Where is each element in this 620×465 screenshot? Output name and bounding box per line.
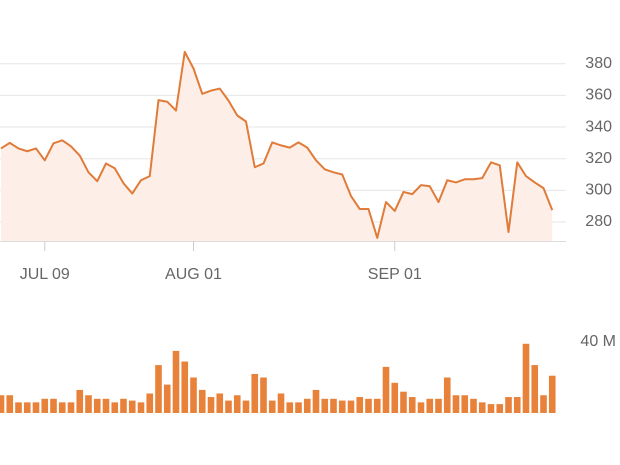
volume-bar [435, 398, 442, 413]
volume-bar [338, 400, 346, 413]
y-tick-label: 380 [585, 55, 612, 72]
volume-bar [417, 402, 425, 413]
volume-bar [260, 377, 267, 413]
volume-bar [181, 361, 189, 413]
volume-bar [163, 384, 171, 413]
x-tick-label: SEP 01 [368, 266, 422, 283]
y-tick-label: 360 [585, 87, 612, 104]
volume-bar [487, 404, 495, 413]
volume-bar [330, 398, 337, 413]
volume-bar [216, 393, 224, 413]
volume-bar [347, 400, 355, 413]
volume-bar [400, 391, 407, 413]
volume-bar [146, 393, 154, 413]
y-tick-label: 40 M [580, 333, 616, 350]
volume-bar [391, 382, 399, 413]
volume-bar [522, 343, 530, 413]
volume-bar [137, 402, 145, 413]
volume-bar [50, 398, 57, 413]
volume-bar [365, 398, 372, 413]
volume-bar [32, 402, 40, 413]
volume-bar [461, 395, 469, 413]
volume-bar [242, 400, 250, 413]
volume-bar [120, 398, 127, 413]
volume-bar [540, 395, 547, 413]
volume-bar [277, 393, 285, 413]
volume-bar [478, 402, 486, 413]
volume-bar [111, 402, 119, 413]
volume-bar [172, 350, 180, 413]
volume-bar [85, 395, 92, 413]
volume-bar [93, 398, 101, 413]
volume-bar [531, 365, 539, 413]
volume-bar [505, 397, 512, 413]
volume-bar [41, 398, 49, 413]
x-tick-label: AUG 01 [165, 266, 222, 283]
volume-bar [233, 395, 241, 413]
volume-bar [76, 389, 84, 413]
volume-bar [6, 395, 14, 413]
price-line [0, 50, 554, 239]
volume-bar [373, 398, 381, 413]
volume-bar [225, 400, 232, 413]
volume-bar [452, 395, 460, 413]
volume-bar [496, 404, 504, 413]
volume-bar [268, 400, 276, 413]
volume-bar [408, 397, 416, 413]
volume-bar [382, 366, 390, 413]
volume-bar [23, 402, 31, 413]
volume-bar [198, 389, 206, 413]
volume-bar [321, 398, 329, 413]
volume-bar [356, 397, 364, 413]
volume-bar [548, 375, 556, 413]
volume-bar [470, 398, 477, 413]
volume-bar [443, 377, 451, 413]
volume-bar [251, 373, 259, 413]
volume-bar [513, 397, 521, 413]
volume-bar [128, 400, 136, 413]
volume-bar [207, 397, 215, 413]
volume-bar [426, 398, 434, 413]
volume-bar [295, 402, 302, 413]
volume-bar [67, 402, 75, 413]
y-tick-label: 300 [585, 182, 612, 199]
y-tick-label: 320 [585, 150, 612, 167]
y-tick-label: 280 [585, 213, 612, 230]
volume-bar [190, 377, 197, 413]
y-tick-label: 340 [585, 118, 612, 135]
volume-bar [15, 402, 22, 413]
volume-bar [155, 365, 162, 413]
price-area [1, 51, 553, 241]
volume-bar [102, 398, 110, 413]
volume-bar [303, 398, 311, 413]
volume-bar [0, 395, 5, 413]
x-tick-label: JUL 09 [20, 266, 70, 283]
volume-bar [312, 389, 320, 413]
volume-bar [58, 402, 66, 413]
volume-bar [286, 402, 294, 413]
